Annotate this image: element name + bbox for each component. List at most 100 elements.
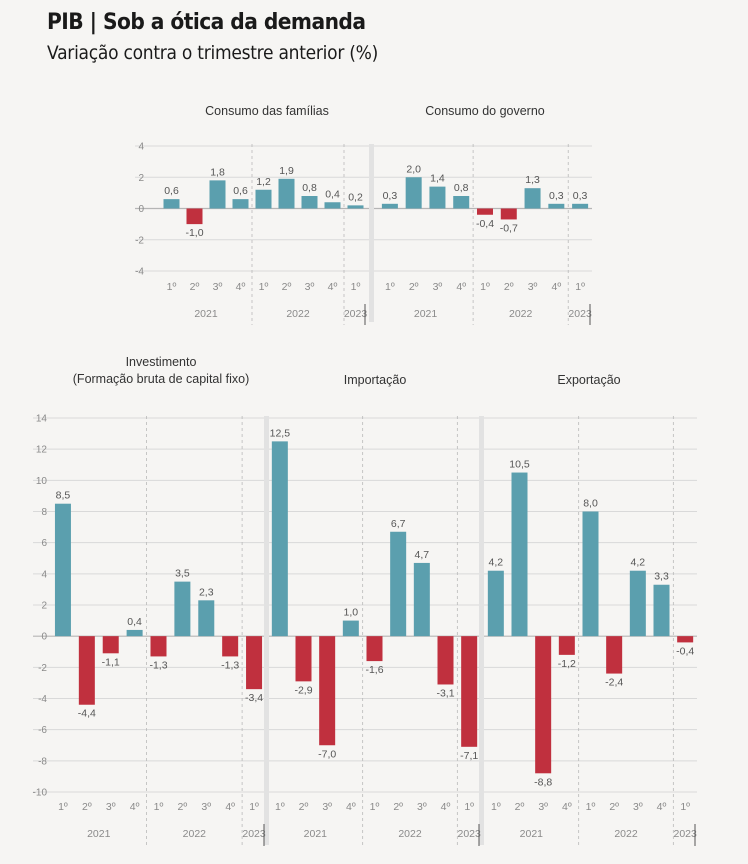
- value-label: 0,8: [454, 182, 469, 194]
- bar: [429, 186, 446, 209]
- bar: [209, 180, 226, 209]
- x-tick-label: 2º: [178, 801, 188, 813]
- x-tick-label: 4º: [562, 801, 572, 813]
- value-label: 1,8: [210, 166, 225, 178]
- value-label: 0,4: [127, 616, 142, 628]
- y-tick-label: -10: [33, 788, 48, 799]
- bar: [461, 636, 478, 747]
- x-tick-label: 1º: [680, 801, 690, 813]
- bar: [390, 531, 407, 637]
- value-label: -1,6: [365, 664, 383, 676]
- value-label: -1,3: [149, 659, 167, 671]
- value-label: 4,2: [489, 557, 504, 569]
- year-label: 2022: [286, 308, 310, 320]
- x-tick-label: 4º: [657, 801, 667, 813]
- x-tick-label: 3º: [305, 281, 315, 293]
- value-label: 1,2: [256, 176, 271, 188]
- bar: [535, 636, 552, 774]
- x-tick-label: 1º: [249, 801, 259, 813]
- bar: [246, 636, 263, 690]
- value-label: -3,4: [245, 692, 263, 704]
- bar: [342, 620, 359, 637]
- value-label: 1,3: [525, 174, 540, 186]
- x-tick-label: 4º: [551, 281, 561, 293]
- bar: [222, 636, 239, 657]
- x-tick-label: 2º: [515, 801, 525, 813]
- bar: [198, 600, 215, 637]
- value-label: 0,6: [233, 185, 248, 197]
- bar: [511, 472, 528, 637]
- x-tick-label: 3º: [417, 801, 427, 813]
- y-tick-label: 2: [138, 173, 144, 184]
- value-label: 6,7: [391, 518, 406, 530]
- value-label: 4,7: [415, 549, 430, 561]
- y-tick-label: -6: [38, 725, 47, 736]
- value-label: 0,8: [302, 182, 317, 194]
- value-label: 12,5: [270, 427, 291, 439]
- bar: [453, 196, 470, 209]
- x-tick-label: 4º: [456, 281, 466, 293]
- bar: [437, 636, 454, 685]
- x-tick-label: 3º: [433, 281, 443, 293]
- x-tick-label: 1º: [385, 281, 395, 293]
- value-label: 2,3: [199, 586, 214, 598]
- value-label: -1,2: [558, 658, 576, 670]
- panel-title: Consumo do governo: [425, 104, 545, 118]
- y-tick-label: 0: [138, 204, 144, 215]
- value-label: -1,0: [185, 227, 203, 239]
- chart-panel-2: Investimento (Formação bruta de capital f…: [54, 355, 266, 846]
- x-tick-label: 4º: [130, 801, 140, 813]
- bar: [186, 208, 203, 225]
- value-label: 4,2: [631, 557, 646, 569]
- bar: [78, 636, 95, 705]
- x-tick-label: 4º: [236, 281, 246, 293]
- chart-panel-1: Consumo do governo 2021 2022 2023 0,3 1º 2,0 2º…: [381, 104, 592, 325]
- year-label: 2021: [87, 828, 111, 840]
- y-tick-label: 2: [41, 601, 47, 612]
- panel-title: Investimento: [126, 355, 197, 369]
- panel-title: Importação: [344, 373, 407, 387]
- x-tick-label: 1º: [586, 801, 596, 813]
- y-tick-label: 4: [41, 569, 47, 580]
- bar: [524, 188, 541, 209]
- x-tick-label: 3º: [106, 801, 116, 813]
- bar: [255, 189, 272, 209]
- bar: [319, 636, 336, 746]
- year-label: 2021: [304, 828, 328, 840]
- x-tick-label: 1º: [154, 801, 164, 813]
- x-tick-label: 3º: [633, 801, 643, 813]
- value-label: -0,4: [476, 218, 494, 230]
- value-label: 0,3: [549, 190, 564, 202]
- bar: [295, 636, 312, 682]
- value-label: 3,5: [175, 568, 190, 580]
- x-tick-label: 2º: [299, 801, 309, 813]
- bar: [677, 636, 694, 643]
- year-label: 2023: [242, 828, 266, 840]
- x-tick-label: 2º: [282, 281, 292, 293]
- x-tick-label: 1º: [275, 801, 285, 813]
- value-label: -1,3: [221, 659, 239, 671]
- x-tick-label: 2º: [609, 801, 619, 813]
- value-label: 3,3: [654, 571, 669, 583]
- bar: [278, 178, 295, 209]
- value-label: 8,0: [583, 498, 598, 510]
- bar: [487, 570, 504, 637]
- value-label: -4,4: [78, 708, 96, 720]
- y-tick-label: -2: [135, 235, 144, 246]
- bar: [606, 636, 623, 674]
- year-label: 2023: [568, 308, 592, 320]
- x-tick-label: 2º: [82, 801, 92, 813]
- bar: [477, 208, 493, 215]
- x-tick-label: 1º: [370, 801, 380, 813]
- x-tick-label: 2º: [393, 801, 403, 813]
- bar: [405, 177, 422, 209]
- value-label: 1,0: [344, 607, 359, 619]
- value-label: 0,4: [325, 188, 340, 200]
- value-label: -1,1: [102, 656, 120, 668]
- bar: [548, 203, 565, 209]
- panel-divider: [264, 416, 269, 845]
- year-label: 2021: [194, 308, 218, 320]
- bar: [582, 511, 599, 637]
- value-label: -2,4: [605, 677, 623, 689]
